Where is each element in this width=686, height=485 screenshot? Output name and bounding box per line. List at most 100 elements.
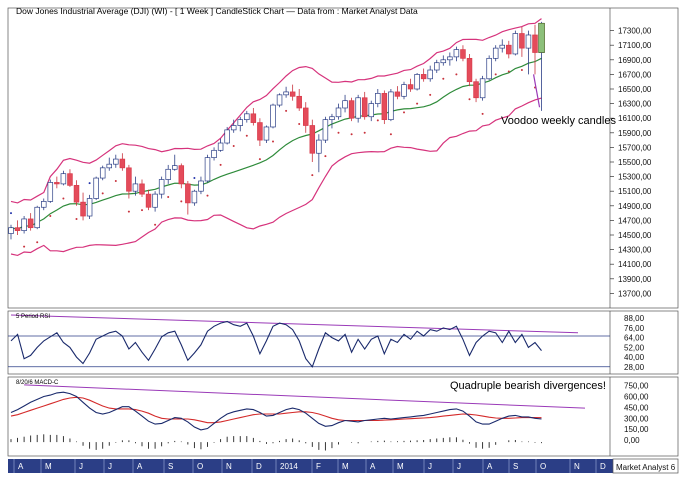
candle-body <box>93 177 99 199</box>
candle-body <box>401 84 407 97</box>
sar-dot <box>311 174 314 177</box>
candle-body <box>453 49 460 58</box>
candle-body <box>276 94 283 106</box>
sar-dot <box>337 131 340 134</box>
candle-body <box>329 116 335 121</box>
annotation-arrow <box>532 74 541 108</box>
sar-dot <box>272 140 274 143</box>
candle-body <box>434 62 440 71</box>
sar-dot <box>114 179 117 182</box>
sar-dot <box>442 77 445 80</box>
sar-dot <box>376 119 379 122</box>
candle-body <box>499 44 506 49</box>
price-tick-label: 15900,00 <box>618 129 652 138</box>
month-label: M <box>342 462 349 471</box>
month-label: O <box>540 462 546 471</box>
sar-dot <box>23 245 26 248</box>
sar-dot <box>416 102 419 105</box>
candle-body <box>316 139 322 154</box>
candle-body <box>158 179 165 195</box>
month-label: A <box>18 462 24 471</box>
sar-dot <box>520 69 523 72</box>
candle-body <box>407 84 414 90</box>
macd-tick-label: 150,00 <box>624 425 649 434</box>
candle-body <box>270 104 276 128</box>
sar-dot <box>219 163 222 166</box>
candle-body <box>80 201 86 217</box>
time-axis: A M J J A S O N D 2014 F M A M J J A S O N D <box>8 458 679 474</box>
macd-tick-label: 0,00 <box>624 436 640 445</box>
rsi-pane-frame <box>7 310 679 375</box>
sar-dot <box>62 197 65 200</box>
rsi-tick-label: 52,00 <box>624 343 645 352</box>
candle-body <box>8 227 14 234</box>
candle-body <box>185 183 191 204</box>
candle-body <box>335 107 342 118</box>
time-axis-brand-box <box>612 458 679 474</box>
sar-dot <box>324 155 327 158</box>
rsi-tick-label: 64,00 <box>624 334 645 343</box>
candle-body <box>224 129 230 144</box>
candle-body <box>60 173 67 185</box>
candle-body <box>217 142 224 151</box>
sar-dot <box>193 177 196 180</box>
macd-pane-frame <box>7 376 679 457</box>
candle-body <box>388 91 394 121</box>
candle-body <box>145 193 152 208</box>
sar-dot <box>468 98 471 101</box>
candle-body <box>440 59 447 64</box>
candle-body <box>479 78 486 99</box>
rsi-tick-label: 28,00 <box>624 363 645 372</box>
candle-body <box>427 69 433 80</box>
sar-dot <box>363 131 366 134</box>
voodoo-annotation: Voodoo weekly candles <box>501 115 616 127</box>
price-tick-label: 13900,00 <box>618 275 652 284</box>
candle-body <box>309 125 316 154</box>
price-tick-label: 16100,00 <box>618 114 652 123</box>
macd-pane-title: 8/20/6 MACD-C <box>16 380 59 386</box>
price-tick-label: 15500,00 <box>618 158 652 167</box>
candle-body <box>296 95 302 109</box>
month-label: N <box>574 462 580 471</box>
month-label: J <box>79 462 83 471</box>
candle-body <box>368 103 375 118</box>
month-label: N <box>226 462 232 471</box>
candle-body <box>230 125 237 131</box>
candle-body <box>492 47 499 59</box>
candle-body <box>40 201 47 208</box>
sar-dot <box>494 73 497 76</box>
candle-body <box>381 93 388 121</box>
candle-body <box>119 158 126 169</box>
price-tick-label: 15100,00 <box>618 187 652 196</box>
sar-dot <box>350 133 353 136</box>
month-label: J <box>457 462 461 471</box>
macd-tick-label: 300,00 <box>624 414 649 423</box>
candle-body <box>152 193 158 208</box>
candle-body <box>394 91 401 97</box>
month-label: D <box>256 462 262 471</box>
sar-dot <box>403 111 405 114</box>
rsi-tick-label: 40,00 <box>624 353 645 362</box>
month-label: A <box>487 462 493 471</box>
candle-body <box>414 74 420 90</box>
candle-body <box>99 167 106 179</box>
sar-dot <box>389 133 392 136</box>
time-axis-brand: Market Analyst 6 <box>616 463 676 472</box>
sar-dot <box>10 212 12 215</box>
price-tick-label: 16500,00 <box>618 85 652 94</box>
sar-dot <box>154 223 157 226</box>
candle-body <box>178 165 185 185</box>
candle-body <box>361 97 368 118</box>
sar-dot <box>75 217 78 220</box>
candle-body <box>132 183 139 192</box>
price-tick-label: 14700,00 <box>618 216 652 225</box>
upper-band-line <box>10 18 542 204</box>
sar-dot <box>141 209 143 212</box>
candle-body <box>375 93 381 104</box>
rsi-trendline <box>10 314 579 334</box>
rsi-tick-label: 76,00 <box>624 324 645 333</box>
price-tick-label: 13700,00 <box>618 289 652 298</box>
month-label: M <box>45 462 52 471</box>
